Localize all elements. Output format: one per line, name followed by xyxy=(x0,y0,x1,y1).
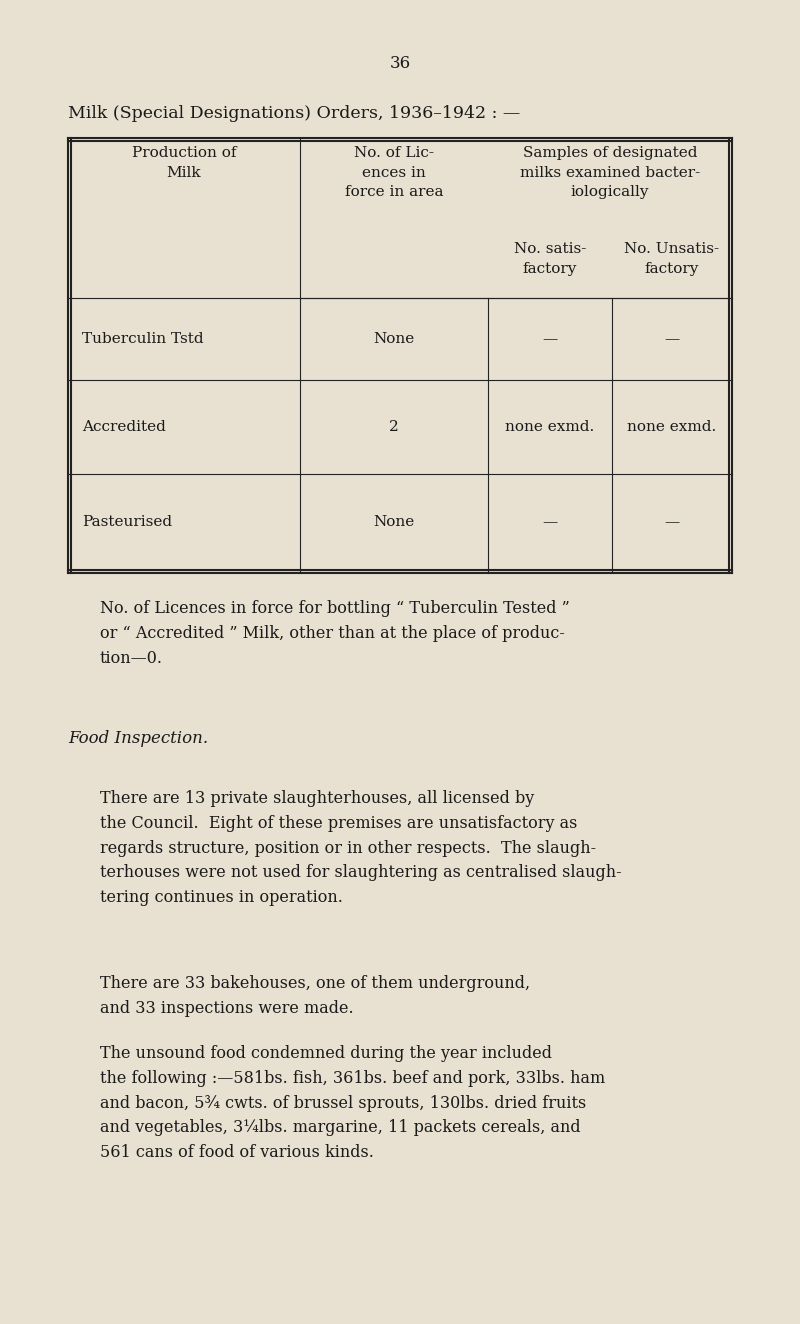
Text: —: — xyxy=(542,515,558,530)
Text: Milk (Special Designations) Orders, 1936–1942 : —: Milk (Special Designations) Orders, 1936… xyxy=(68,105,520,122)
Text: No. of Licences in force for bottling “ Tuberculin Tested ”
or “ Accredited ” Mi: No. of Licences in force for bottling “ … xyxy=(100,600,570,666)
Text: Tuberculin Tstd: Tuberculin Tstd xyxy=(82,332,204,346)
Text: No. satis-
factory: No. satis- factory xyxy=(514,242,586,275)
Text: Food Inspection.: Food Inspection. xyxy=(68,730,208,747)
Text: —: — xyxy=(542,332,558,346)
Text: Samples of designated
milks examined bacter-
iologically: Samples of designated milks examined bac… xyxy=(520,146,700,199)
Text: No. Unsatis-
factory: No. Unsatis- factory xyxy=(625,242,719,275)
Text: The unsound food condemned during the year included
the following :—581bs. fish,: The unsound food condemned during the ye… xyxy=(100,1045,606,1161)
Text: Pasteurised: Pasteurised xyxy=(82,515,172,530)
Text: No. of Lic-
ences in
force in area: No. of Lic- ences in force in area xyxy=(345,146,443,199)
Text: Production of
Milk: Production of Milk xyxy=(132,146,236,180)
Text: none exmd.: none exmd. xyxy=(627,420,717,434)
Text: 36: 36 xyxy=(390,56,410,71)
Text: 2: 2 xyxy=(389,420,399,434)
Text: —: — xyxy=(664,332,680,346)
Text: None: None xyxy=(374,515,414,530)
Text: none exmd.: none exmd. xyxy=(506,420,594,434)
Text: There are 13 private slaughterhouses, all licensed by
the Council.  Eight of the: There are 13 private slaughterhouses, al… xyxy=(100,790,622,906)
Text: —: — xyxy=(664,515,680,530)
Text: Accredited: Accredited xyxy=(82,420,166,434)
Text: None: None xyxy=(374,332,414,346)
Text: There are 33 bakehouses, one of them underground,
and 33 inspections were made.: There are 33 bakehouses, one of them und… xyxy=(100,974,530,1017)
